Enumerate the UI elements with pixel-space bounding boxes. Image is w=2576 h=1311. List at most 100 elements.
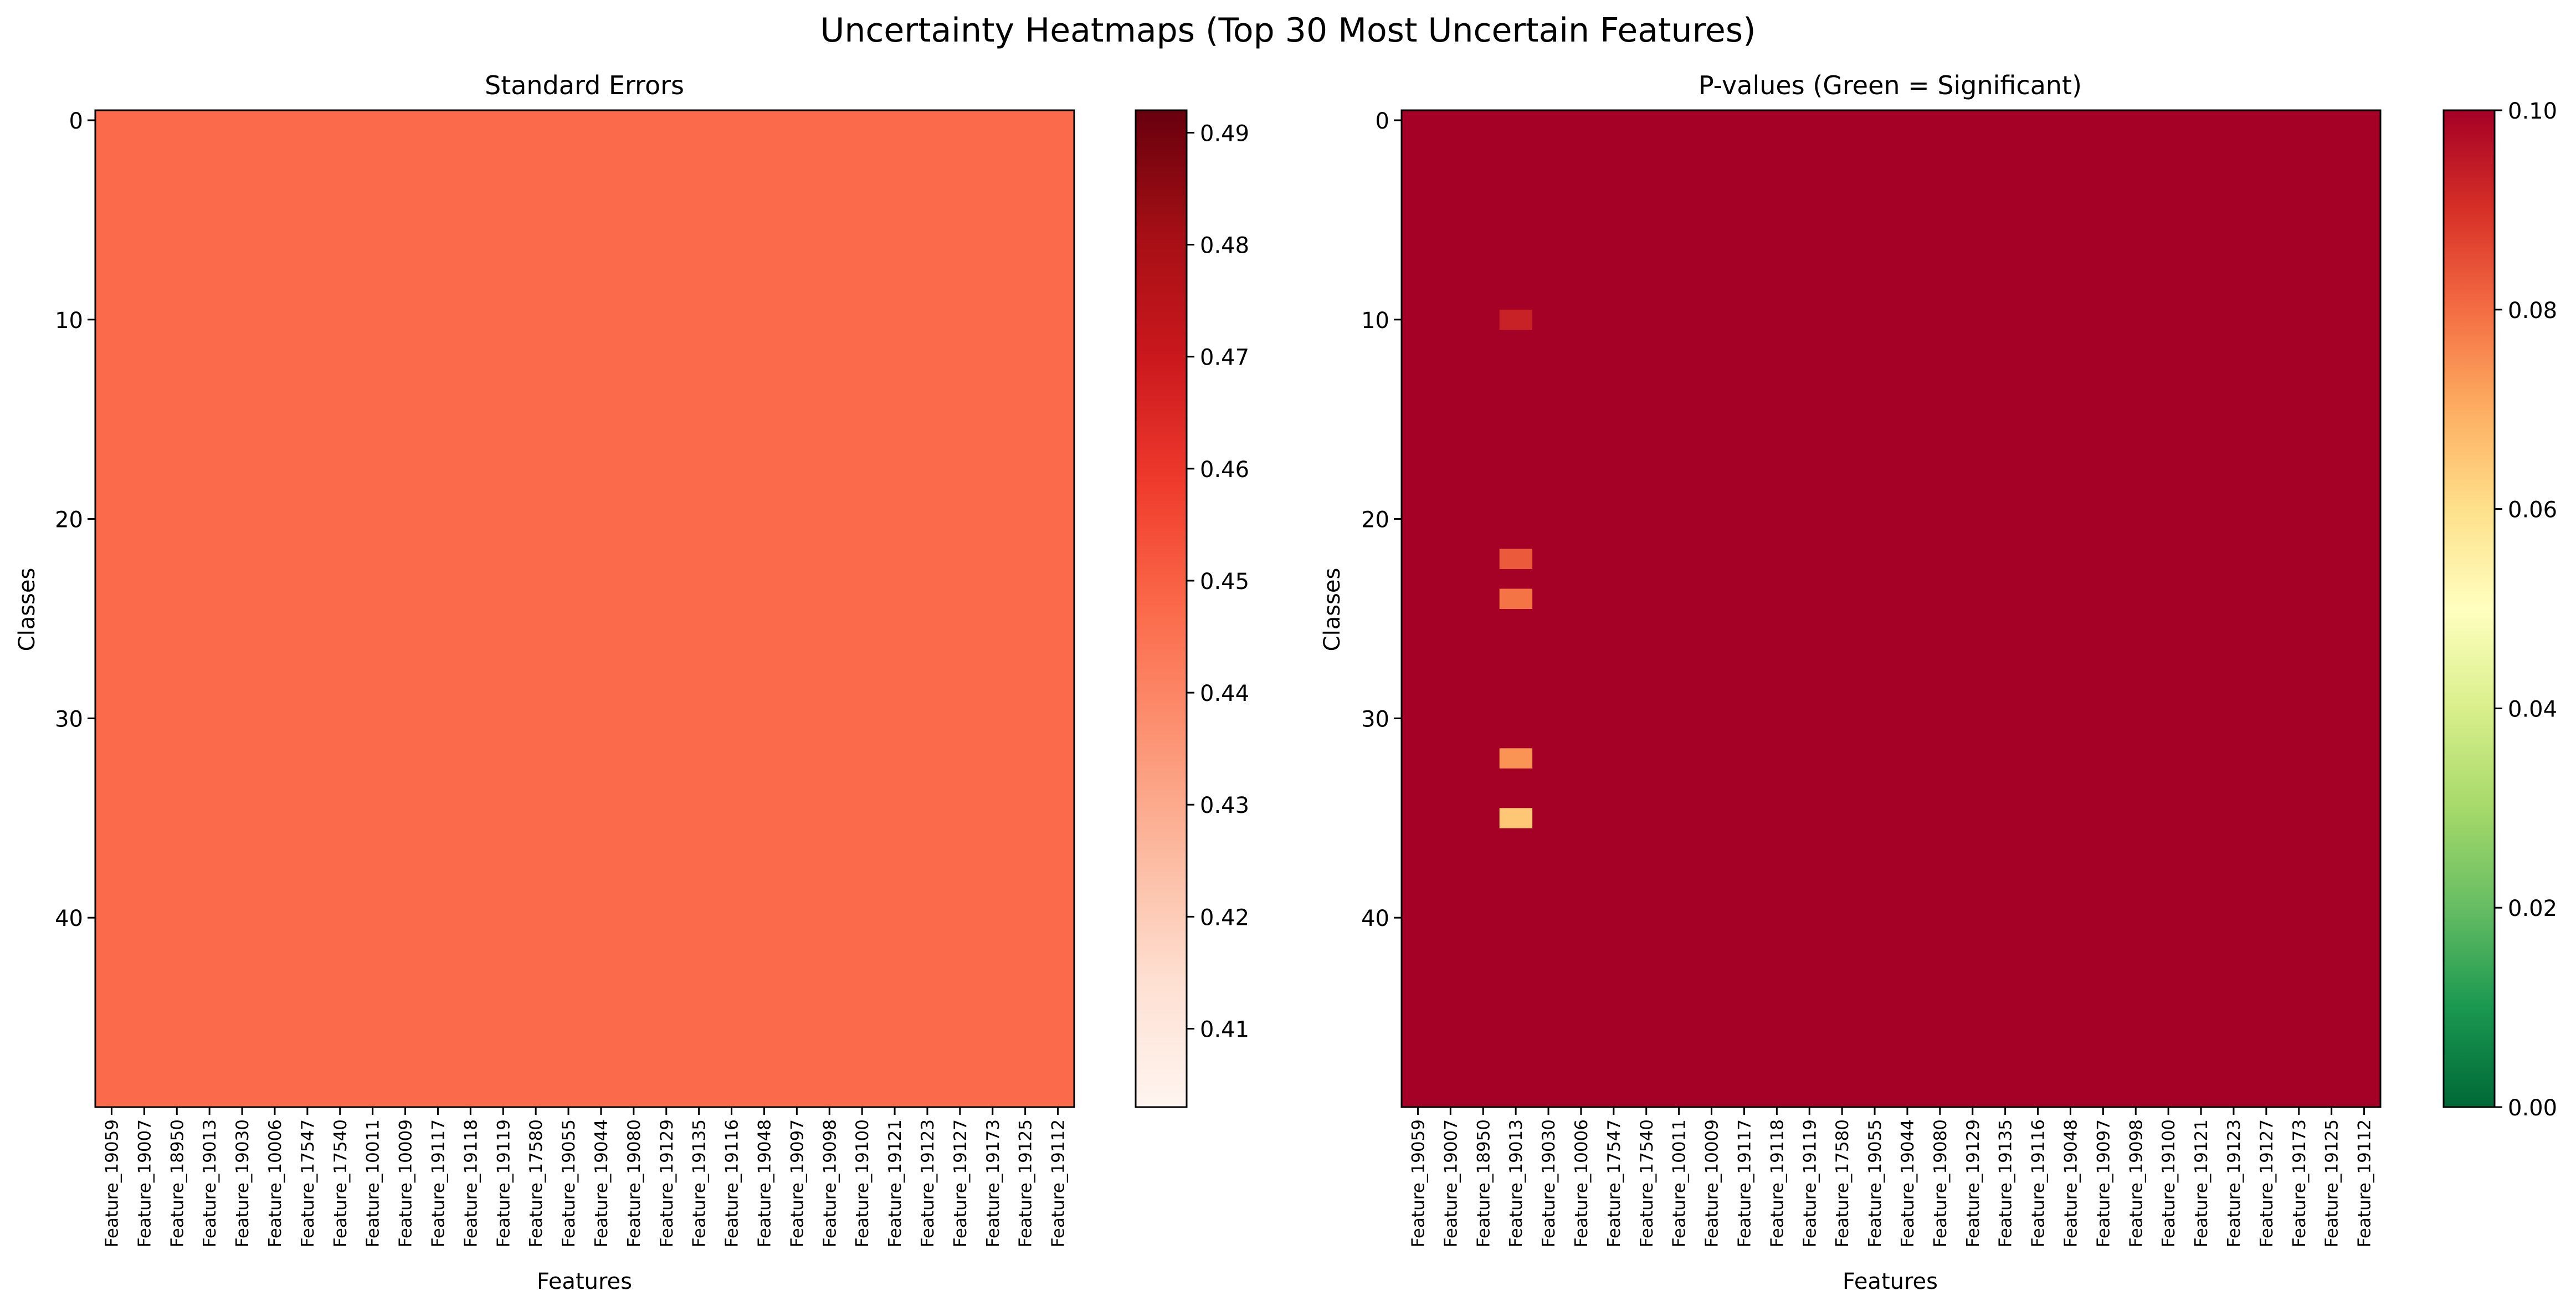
x-tick-label: Feature_19059 bbox=[102, 1119, 122, 1247]
colorbar bbox=[1135, 109, 1188, 1108]
p-values-heatmap bbox=[1400, 109, 2382, 1108]
x-tick-label: Feature_19007 bbox=[1441, 1119, 1461, 1247]
colorbar-tick-label: 0.44 bbox=[1200, 681, 1249, 706]
colorbar-tick-label: 0.10 bbox=[2508, 99, 2557, 124]
standard-errors-ylabel: Classes bbox=[14, 568, 40, 652]
x-tick-label: Feature_17580 bbox=[1833, 1119, 1853, 1247]
figure-title: Uncertainty Heatmaps (Top 30 Most Uncert… bbox=[820, 11, 1756, 50]
x-tick-label: Feature_19135 bbox=[690, 1119, 710, 1247]
x-tick-label: Feature_19100 bbox=[853, 1119, 873, 1247]
p-values-xlabel: Features bbox=[1843, 1269, 1938, 1294]
x-tick-label: Feature_17547 bbox=[1604, 1119, 1624, 1247]
x-tick-label: Feature_19098 bbox=[820, 1119, 840, 1247]
x-tick-label: Feature_17580 bbox=[526, 1119, 546, 1247]
y-tick-label: 40 bbox=[55, 906, 83, 931]
x-tick-label: Feature_19127 bbox=[2257, 1119, 2277, 1247]
x-tick-label: Feature_19127 bbox=[951, 1119, 971, 1247]
x-tick-label: Feature_19044 bbox=[592, 1119, 612, 1247]
x-tick-label: Feature_19013 bbox=[200, 1119, 220, 1247]
x-tick-label: Feature_18950 bbox=[167, 1119, 187, 1247]
x-tick-label: Feature_19125 bbox=[2322, 1119, 2342, 1247]
x-tick-label: Feature_19125 bbox=[1016, 1119, 1036, 1247]
x-tick-label: Feature_19013 bbox=[1506, 1119, 1526, 1247]
x-tick-label: Feature_19030 bbox=[233, 1119, 253, 1247]
colorbar bbox=[2442, 109, 2496, 1108]
x-tick-label: Feature_17540 bbox=[331, 1119, 351, 1247]
x-tick-label: Feature_19112 bbox=[1049, 1119, 1069, 1247]
x-tick-label: Feature_19118 bbox=[461, 1119, 481, 1247]
x-tick-label: Feature_19119 bbox=[1800, 1119, 1820, 1247]
x-tick-label: Feature_19030 bbox=[1539, 1119, 1559, 1247]
x-tick-label: Feature_10006 bbox=[1572, 1119, 1592, 1247]
standard-errors-xlabel: Features bbox=[537, 1269, 632, 1294]
x-tick-label: Feature_19055 bbox=[559, 1119, 579, 1247]
p-values-title: P-values (Green = Significant) bbox=[1698, 70, 2082, 100]
x-tick-label: Feature_19121 bbox=[885, 1119, 905, 1247]
standard-errors-panel: Standard Errors 0 10 20 30 40 Feature_19059 F… bbox=[14, 70, 1249, 1294]
x-tick-label: Feature_19118 bbox=[1767, 1119, 1787, 1247]
colorbar-tick-label: 0.42 bbox=[1200, 905, 1249, 930]
x-tick-label: Feature_19173 bbox=[2290, 1119, 2310, 1247]
y-tick-label: 10 bbox=[1361, 308, 1389, 334]
heatmap-cell bbox=[1499, 808, 1533, 828]
standard-errors-title: Standard Errors bbox=[485, 70, 684, 100]
heatmap-cell bbox=[1499, 309, 1533, 330]
colorbar-tick-label: 0.48 bbox=[1200, 233, 1249, 259]
standard-errors-heatmap bbox=[94, 109, 1075, 1108]
x-tick-label: Feature_17540 bbox=[1637, 1119, 1657, 1247]
x-tick-label: Feature_19048 bbox=[2061, 1119, 2081, 1247]
x-tick-label: Feature_19129 bbox=[1963, 1119, 1983, 1247]
x-tick-label: Feature_10009 bbox=[396, 1119, 416, 1247]
colorbar-tick-label: 0.06 bbox=[2508, 498, 2557, 523]
y-tick-label: 0 bbox=[69, 109, 83, 134]
y-tick-label: 30 bbox=[1361, 706, 1389, 732]
x-tick-label: Feature_18950 bbox=[1474, 1119, 1494, 1247]
heatmap-cell bbox=[1499, 588, 1533, 609]
x-tick-label: Feature_19080 bbox=[624, 1119, 644, 1247]
x-tick-label: Feature_10011 bbox=[363, 1119, 383, 1247]
x-tick-label: Feature_19097 bbox=[2093, 1119, 2113, 1247]
x-tick-label: Feature_19080 bbox=[1931, 1119, 1951, 1247]
x-tick-label: Feature_19173 bbox=[983, 1119, 1003, 1247]
x-tick-label: Feature_19129 bbox=[657, 1119, 677, 1247]
p-values-panel: P-values (Green = Significant) 0 10 20 30 40… bbox=[1320, 70, 2557, 1294]
x-tick-label: Feature_19100 bbox=[2159, 1119, 2179, 1247]
colorbar-tick-label: 0.02 bbox=[2508, 896, 2557, 921]
x-tick-label: Feature_19117 bbox=[428, 1119, 448, 1247]
x-tick-label: Feature_19044 bbox=[1898, 1119, 1918, 1247]
x-tick-label: Feature_19098 bbox=[2126, 1119, 2146, 1247]
heatmap-cell bbox=[1499, 549, 1533, 570]
x-tick-label: Feature_19112 bbox=[2355, 1119, 2375, 1247]
colorbar-tick-label: 0.49 bbox=[1200, 121, 1249, 146]
x-tick-label: Feature_17547 bbox=[298, 1119, 318, 1247]
colorbar-tick-label: 0.47 bbox=[1200, 345, 1249, 371]
y-tick-label: 10 bbox=[55, 308, 83, 334]
x-tick-label: Feature_19119 bbox=[494, 1119, 514, 1247]
x-tick-label: Feature_19048 bbox=[755, 1119, 774, 1247]
p-values-ylabel: Classes bbox=[1320, 568, 1345, 652]
x-tick-label: Feature_19117 bbox=[1735, 1119, 1754, 1247]
y-tick-label: 20 bbox=[1361, 508, 1389, 533]
colorbar-tick-label: 0.00 bbox=[2508, 1095, 2557, 1121]
x-tick-label: Feature_19123 bbox=[2224, 1119, 2244, 1247]
colorbar-tick-label: 0.41 bbox=[1200, 1017, 1249, 1043]
colorbar-tick-label: 0.08 bbox=[2508, 298, 2557, 324]
x-tick-label: Feature_19007 bbox=[135, 1119, 155, 1247]
x-tick-label: Feature_19059 bbox=[1408, 1119, 1428, 1247]
x-tick-label: Feature_19116 bbox=[2029, 1119, 2049, 1247]
x-tick-label: Feature_19135 bbox=[1996, 1119, 2016, 1247]
colorbar-tick-label: 0.04 bbox=[2508, 697, 2557, 722]
x-tick-label: Feature_10006 bbox=[265, 1119, 285, 1247]
x-tick-label: Feature_19123 bbox=[918, 1119, 938, 1247]
colorbar-tick-label: 0.43 bbox=[1200, 793, 1249, 818]
y-tick-label: 20 bbox=[55, 508, 83, 533]
y-tick-label: 30 bbox=[55, 706, 83, 732]
colorbar-tick-label: 0.46 bbox=[1200, 457, 1249, 483]
x-tick-label: Feature_19097 bbox=[787, 1119, 807, 1247]
x-tick-label: Feature_19055 bbox=[1865, 1119, 1885, 1247]
y-tick-label: 40 bbox=[1361, 906, 1389, 931]
x-tick-label: Feature_10011 bbox=[1670, 1119, 1690, 1247]
x-tick-label: Feature_19116 bbox=[722, 1119, 742, 1247]
colorbar-tick-label: 0.45 bbox=[1200, 569, 1249, 595]
